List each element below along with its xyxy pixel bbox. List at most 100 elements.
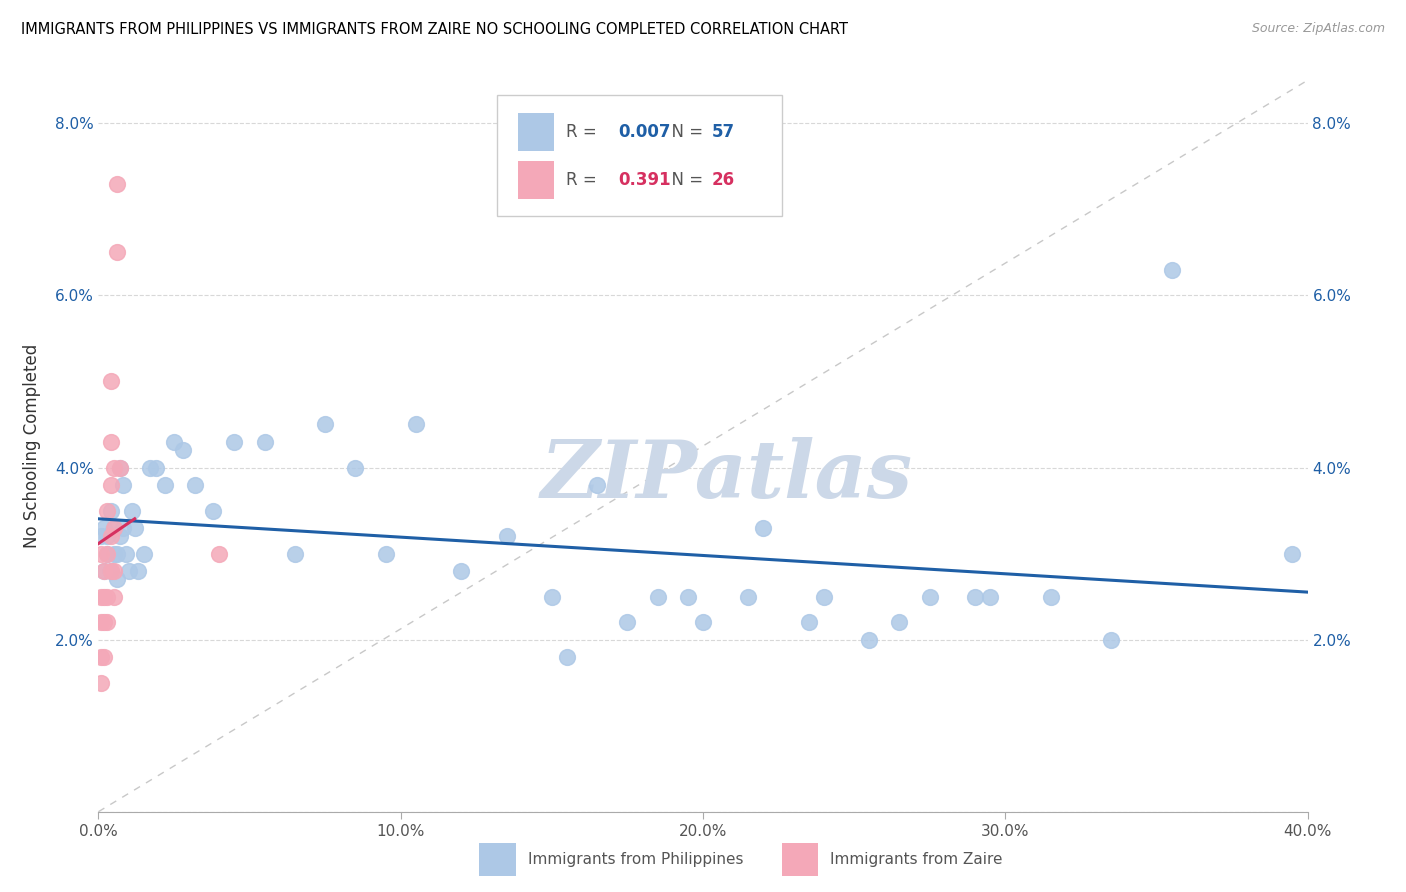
Point — [979, 590, 1001, 604]
Point — [105, 177, 128, 191]
Point — [224, 434, 246, 449]
Point — [114, 547, 136, 561]
Point — [105, 245, 128, 260]
Point — [105, 547, 128, 561]
Point — [118, 564, 141, 578]
Point — [676, 590, 699, 604]
Text: Immigrants from Philippines: Immigrants from Philippines — [527, 852, 744, 867]
Point — [100, 564, 122, 578]
Text: N =: N = — [661, 123, 709, 141]
Point — [405, 417, 427, 432]
Point — [103, 547, 125, 561]
Point — [90, 675, 112, 690]
Point — [96, 590, 118, 604]
Point — [145, 460, 167, 475]
Point — [495, 529, 517, 543]
Point — [737, 590, 759, 604]
Point — [105, 573, 128, 587]
Point — [163, 434, 186, 449]
Point — [889, 615, 911, 630]
Point — [965, 590, 987, 604]
FancyBboxPatch shape — [517, 161, 554, 199]
Point — [103, 521, 125, 535]
Text: ZIPatlas: ZIPatlas — [541, 436, 914, 514]
Point — [100, 375, 122, 389]
Point — [450, 564, 472, 578]
Point — [90, 590, 112, 604]
Point — [90, 615, 112, 630]
Point — [858, 632, 880, 647]
FancyBboxPatch shape — [517, 113, 554, 152]
Point — [918, 590, 941, 604]
Point — [100, 529, 122, 543]
Text: 57: 57 — [711, 123, 734, 141]
Point — [1160, 262, 1182, 277]
Point — [121, 503, 143, 517]
Point — [172, 443, 194, 458]
Point — [93, 590, 115, 604]
Point — [555, 649, 578, 664]
Point — [93, 615, 115, 630]
Point — [103, 564, 125, 578]
Text: R =: R = — [567, 123, 602, 141]
Point — [93, 521, 115, 535]
Point — [96, 503, 118, 517]
Point — [108, 460, 131, 475]
Point — [111, 521, 134, 535]
Point — [93, 564, 115, 578]
Text: Source: ZipAtlas.com: Source: ZipAtlas.com — [1251, 22, 1385, 36]
Point — [100, 503, 122, 517]
Point — [139, 460, 162, 475]
Point — [1099, 632, 1122, 647]
Point — [96, 547, 118, 561]
Point — [208, 547, 231, 561]
Point — [616, 615, 638, 630]
Point — [103, 521, 125, 535]
Point — [108, 460, 131, 475]
Point — [132, 547, 155, 561]
Point — [813, 590, 835, 604]
Point — [103, 460, 125, 475]
Point — [127, 564, 149, 578]
Text: IMMIGRANTS FROM PHILIPPINES VS IMMIGRANTS FROM ZAIRE NO SCHOOLING COMPLETED CORR: IMMIGRANTS FROM PHILIPPINES VS IMMIGRANT… — [21, 22, 848, 37]
Text: N =: N = — [661, 170, 709, 189]
Point — [540, 590, 562, 604]
Text: R =: R = — [567, 170, 607, 189]
Point — [314, 417, 336, 432]
Y-axis label: No Schooling Completed: No Schooling Completed — [22, 344, 41, 548]
Point — [93, 564, 115, 578]
Text: 0.007: 0.007 — [619, 123, 671, 141]
Point — [153, 477, 176, 491]
Text: 0.391: 0.391 — [619, 170, 671, 189]
Point — [647, 590, 669, 604]
Point — [586, 477, 609, 491]
Point — [100, 477, 122, 491]
Point — [692, 615, 714, 630]
Point — [103, 590, 125, 604]
Point — [100, 434, 122, 449]
Point — [111, 477, 134, 491]
Point — [344, 460, 367, 475]
Text: 26: 26 — [711, 170, 734, 189]
FancyBboxPatch shape — [498, 95, 782, 216]
Point — [108, 529, 131, 543]
Point — [752, 521, 775, 535]
Point — [124, 521, 146, 535]
Point — [90, 529, 112, 543]
Point — [253, 434, 276, 449]
Point — [1281, 547, 1303, 561]
Text: Immigrants from Zaire: Immigrants from Zaire — [830, 852, 1002, 867]
Point — [96, 615, 118, 630]
Point — [202, 503, 225, 517]
Point — [374, 547, 396, 561]
Point — [284, 547, 307, 561]
Point — [100, 564, 122, 578]
Point — [96, 547, 118, 561]
FancyBboxPatch shape — [479, 843, 516, 876]
Point — [797, 615, 820, 630]
Point — [90, 649, 112, 664]
Point — [1039, 590, 1062, 604]
FancyBboxPatch shape — [782, 843, 818, 876]
Point — [96, 529, 118, 543]
Point — [184, 477, 207, 491]
